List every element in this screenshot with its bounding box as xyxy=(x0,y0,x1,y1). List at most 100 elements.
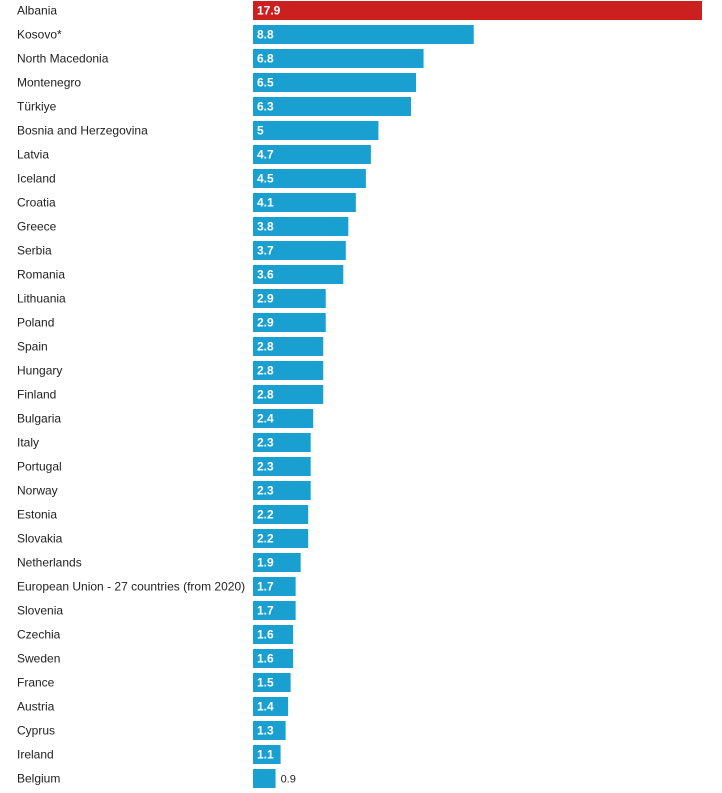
bar-lithuania[interactable] xyxy=(253,289,326,308)
value-label-romania: 3.6 xyxy=(257,268,274,282)
bar-poland[interactable] xyxy=(253,313,326,332)
category-label-austria: Austria xyxy=(17,700,55,714)
category-label-estonia: Estonia xyxy=(17,508,57,522)
value-label-portugal: 2.3 xyxy=(257,460,274,474)
value-label-netherlands: 1.9 xyxy=(257,556,274,570)
value-label-belgium: 0.9 xyxy=(281,774,296,786)
bar-greece[interactable] xyxy=(253,217,349,236)
bar-czechia[interactable] xyxy=(253,625,294,644)
value-label-ireland: 1.1 xyxy=(257,748,274,762)
value-label-lithuania: 2.9 xyxy=(257,292,274,306)
category-label-croatia: Croatia xyxy=(17,196,56,210)
value-label-slovakia: 2.2 xyxy=(257,532,274,546)
value-label-montenegro: 6.5 xyxy=(257,76,274,90)
category-label-albania: Albania xyxy=(17,4,57,18)
category-label-netherlands: Netherlands xyxy=(17,556,82,570)
category-label-serbia: Serbia xyxy=(17,244,52,258)
bar-italy[interactable] xyxy=(253,433,311,452)
category-label-czechia: Czechia xyxy=(17,628,61,642)
bar-estonia[interactable] xyxy=(253,505,309,524)
value-label-sweden: 1.6 xyxy=(257,652,274,666)
bar-montenegro[interactable] xyxy=(253,73,417,92)
bar-france[interactable] xyxy=(253,673,291,692)
value-label-hungary: 2.8 xyxy=(257,364,274,378)
category-label-iceland: Iceland xyxy=(17,172,56,186)
category-label-slovakia: Slovakia xyxy=(17,532,63,546)
bar-spain[interactable] xyxy=(253,337,324,356)
bar-sweden[interactable] xyxy=(253,649,294,668)
bar-hungary[interactable] xyxy=(253,361,324,380)
bar-belgium[interactable] xyxy=(253,769,276,788)
category-label-finland: Finland xyxy=(17,388,56,402)
value-label-spain: 2.8 xyxy=(257,340,274,354)
bar-portugal[interactable] xyxy=(253,457,311,476)
category-labels: Albania Kosovo* North Macedonia Montenegro T… xyxy=(17,4,245,786)
bar-norway[interactable] xyxy=(253,481,311,500)
category-label-cyprus: Cyprus xyxy=(17,724,55,738)
category-label-norway: Norway xyxy=(17,484,58,498)
category-label-italy: Italy xyxy=(17,436,39,450)
bar-cyprus[interactable] xyxy=(253,721,286,740)
bar-finland[interactable] xyxy=(253,385,324,404)
value-label-serbia: 3.7 xyxy=(257,244,274,258)
bars xyxy=(253,1,702,788)
bar-austria[interactable] xyxy=(253,697,289,716)
value-label-croatia: 4.1 xyxy=(257,196,274,210)
category-label-hungary: Hungary xyxy=(17,364,62,378)
value-label-czechia: 1.6 xyxy=(257,628,274,642)
value-label-t-rkiye: 6.3 xyxy=(257,100,274,114)
category-label-north-macedonia: North Macedonia xyxy=(17,52,109,66)
value-label-poland: 2.9 xyxy=(257,316,274,330)
bar-albania[interactable] xyxy=(253,1,702,20)
bar-serbia[interactable] xyxy=(253,241,346,260)
value-label-france: 1.5 xyxy=(257,676,274,690)
bar-european-union-27-countries-from-2020[interactable] xyxy=(253,577,296,596)
category-label-romania: Romania xyxy=(17,268,65,282)
category-label-montenegro: Montenegro xyxy=(17,76,81,90)
bar-netherlands[interactable] xyxy=(253,553,301,572)
bar-romania[interactable] xyxy=(253,265,344,284)
category-label-france: France xyxy=(17,676,55,690)
bar-iceland[interactable] xyxy=(253,169,366,188)
bar-kosovo[interactable] xyxy=(253,25,474,44)
value-label-cyprus: 1.3 xyxy=(257,724,274,738)
category-label-sweden: Sweden xyxy=(17,652,60,666)
bar-ireland[interactable] xyxy=(253,745,281,764)
category-label-spain: Spain xyxy=(17,340,48,354)
value-label-finland: 2.8 xyxy=(257,388,274,402)
bar-latvia[interactable] xyxy=(253,145,371,164)
value-label-kosovo: 8.8 xyxy=(257,28,274,42)
value-label-bosnia-and-herzegovina: 5 xyxy=(257,124,264,138)
category-label-lithuania: Lithuania xyxy=(17,292,66,306)
category-label-t-rkiye: Türkiye xyxy=(17,100,57,114)
value-label-bulgaria: 2.4 xyxy=(257,412,274,426)
value-label-greece: 3.8 xyxy=(257,220,274,234)
value-label-estonia: 2.2 xyxy=(257,508,274,522)
bar-slovakia[interactable] xyxy=(253,529,309,548)
value-labels: 17.9 8.8 6.8 6.5 6.3 5 4.7 4.5 4.1 3.8 3.7 3.6 2.9 2.… xyxy=(257,4,296,786)
category-label-greece: Greece xyxy=(17,220,57,234)
bar-croatia[interactable] xyxy=(253,193,356,212)
bar-bosnia-and-herzegovina[interactable] xyxy=(253,121,379,140)
category-label-kosovo: Kosovo* xyxy=(17,28,62,42)
category-label-ireland: Ireland xyxy=(17,748,54,762)
category-label-slovenia: Slovenia xyxy=(17,604,63,618)
value-label-austria: 1.4 xyxy=(257,700,274,714)
bar-t-rkiye[interactable] xyxy=(253,97,412,116)
value-label-slovenia: 1.7 xyxy=(257,604,274,618)
category-label-poland: Poland xyxy=(17,316,54,330)
category-label-portugal: Portugal xyxy=(17,460,62,474)
value-label-iceland: 4.5 xyxy=(257,172,274,186)
value-label-italy: 2.3 xyxy=(257,436,274,450)
category-label-latvia: Latvia xyxy=(17,148,49,162)
bar-north-macedonia[interactable] xyxy=(253,49,424,68)
category-label-belgium: Belgium xyxy=(17,772,60,786)
category-label-bosnia-and-herzegovina: Bosnia and Herzegovina xyxy=(17,124,148,138)
value-label-albania: 17.9 xyxy=(257,4,281,18)
value-label-north-macedonia: 6.8 xyxy=(257,52,274,66)
bar-bulgaria[interactable] xyxy=(253,409,314,428)
value-label-latvia: 4.7 xyxy=(257,148,274,162)
value-label-european-union-27-countries-from-2020: 1.7 xyxy=(257,580,274,594)
bar-slovenia[interactable] xyxy=(253,601,296,620)
